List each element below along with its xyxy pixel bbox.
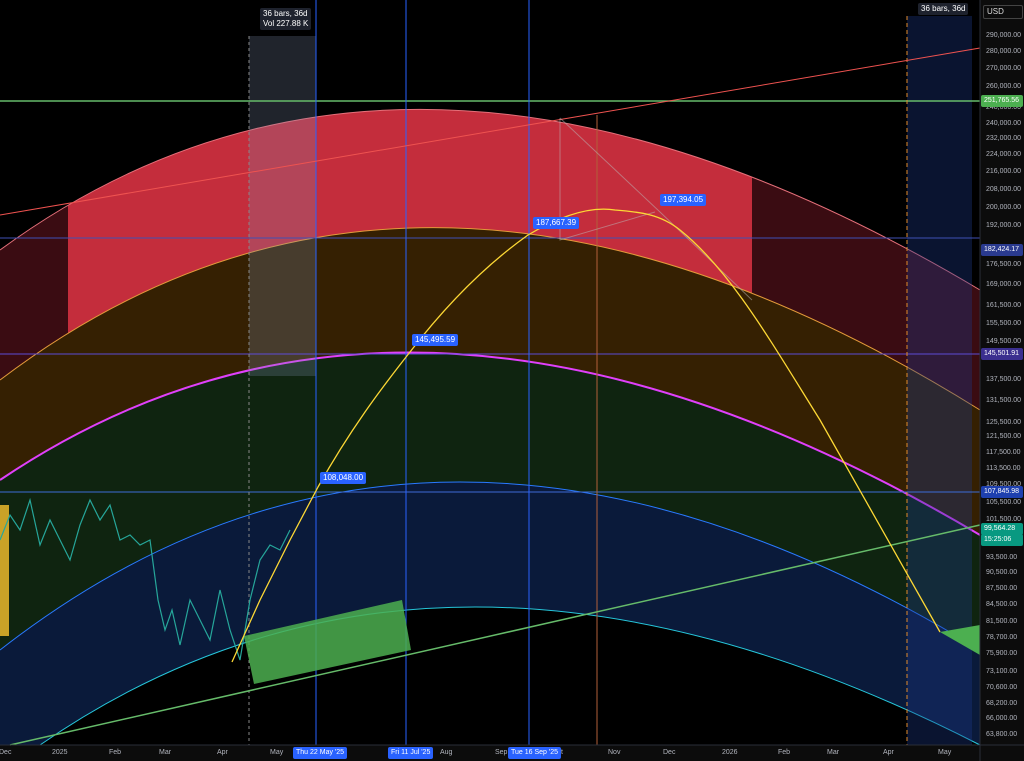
time-marker: Tue 16 Sep '25 [508, 747, 562, 759]
triangle-shape [940, 625, 980, 655]
arc [0, 481, 981, 651]
price-tick-label: 161,500.00 [986, 302, 1022, 310]
price-tick-label: 81,500.00 [986, 617, 1018, 625]
countdown: 15:25:06 [981, 533, 1023, 546]
time-label: 2025 [52, 749, 68, 756]
measure-zone [907, 16, 972, 745]
box-shape [244, 600, 411, 684]
price-tick-label: 87,500.00 [986, 584, 1018, 592]
price-tick-label: 121,500.00 [986, 433, 1022, 441]
time-label: Dec [663, 749, 676, 756]
price-tick-label: 125,500.00 [986, 418, 1022, 426]
price-tick-label: 216,000.00 [986, 168, 1022, 176]
time-label: Apr [217, 749, 228, 756]
price-tick-label: 78,700.00 [986, 633, 1018, 641]
price-tick-label: 117,500.00 [986, 448, 1021, 456]
price-tick-label: 84,500.00 [986, 600, 1018, 608]
price-tick-label: 169,000.00 [986, 281, 1022, 289]
price-tick-label: 208,000.00 [986, 185, 1022, 193]
time-label: Feb [778, 749, 791, 756]
price-tick-label: 192,000.00 [986, 222, 1022, 230]
callout: 187,667.39 [533, 217, 580, 229]
time-label: Mar [827, 749, 840, 756]
callout: 145,495.59 [412, 334, 459, 346]
arc [39, 606, 981, 746]
price-marker: 251,765.56 [981, 94, 1023, 107]
price-tick-label: 101,500.00 [986, 516, 1022, 524]
price-tick-label: 240,000.00 [986, 119, 1022, 127]
price-tick-label: 90,500.00 [986, 569, 1018, 577]
time-label: Dec [0, 749, 12, 756]
currency-select[interactable]: USD [983, 5, 1023, 19]
callout: 197,394.05 [660, 194, 707, 206]
callout: 108,048.00 [320, 472, 367, 484]
price-tick-label: 137,500.00 [986, 376, 1022, 384]
arc [0, 108, 981, 291]
time-marker: Fri 11 Jul '25 [388, 747, 434, 759]
measure-zone [249, 36, 316, 376]
price-tick-label: 75,900.00 [986, 650, 1018, 658]
time-label: May [938, 749, 952, 756]
time-label: Mar [159, 749, 172, 756]
time-label: Apr [883, 749, 894, 756]
price-tick-label: 68,200.00 [986, 699, 1018, 707]
measure-box: 36 bars, 36d [918, 3, 969, 15]
price-tick-label: 109,500.00 [986, 481, 1022, 489]
price-sketch [0, 497, 291, 661]
trend-line [0, 47, 981, 216]
trend-line [9, 524, 981, 746]
time-label: Aug [440, 749, 453, 756]
price-tick-label: 105,500.00 [986, 498, 1022, 506]
price-tick-label: 232,000.00 [986, 135, 1022, 143]
price-tick-label: 131,500.00 [986, 396, 1022, 404]
time-marker: Thu 22 May '25 [293, 747, 348, 759]
price-tick-label: 224,000.00 [986, 151, 1022, 159]
price-tick-label: 290,000.00 [986, 32, 1022, 40]
price-tick-label: 176,500.00 [986, 261, 1022, 269]
price-tick-label: 73,100.00 [986, 667, 1018, 675]
time-label: Sep [495, 749, 508, 756]
time-label: 2026 [722, 749, 738, 756]
price-marker: 145,501.91 [981, 347, 1023, 360]
measure-bars: 36 bars, 36d [263, 9, 308, 18]
drawing [559, 117, 753, 301]
arc [0, 227, 981, 411]
time-label: May [270, 749, 284, 756]
measure-box: 36 bars, 36d Vol 227.88 K [260, 8, 312, 30]
price-tick-label: 260,000.00 [986, 82, 1022, 90]
time-label: Nov [608, 749, 621, 756]
price-tick-label: 155,500.00 [986, 319, 1022, 327]
price-marker: 182,424.17 [981, 243, 1023, 256]
price-tick-label: 149,500.00 [986, 337, 1022, 345]
price-tick-label: 270,000.00 [986, 65, 1022, 73]
price-tick-label: 248,000.00 [986, 104, 1022, 112]
highlight [0, 505, 9, 636]
price-tick-label: 280,000.00 [986, 48, 1022, 56]
price-tick-label: 113,500.00 [986, 464, 1021, 472]
price-tick-label: 200,000.00 [986, 203, 1022, 211]
price-tick-label: 63,800.00 [986, 730, 1018, 738]
measure-volume: Vol 227.88 K [263, 19, 309, 28]
price-marker: 99,564.28 [981, 522, 1023, 535]
curve [231, 208, 941, 663]
time-label: Feb [109, 749, 122, 756]
price-tick-label: 93,500.00 [986, 554, 1018, 562]
price-marker: 107,845.98 [981, 485, 1023, 498]
price-tick-label: 70,600.00 [986, 683, 1018, 691]
price-tick-label: 66,000.00 [986, 714, 1018, 722]
